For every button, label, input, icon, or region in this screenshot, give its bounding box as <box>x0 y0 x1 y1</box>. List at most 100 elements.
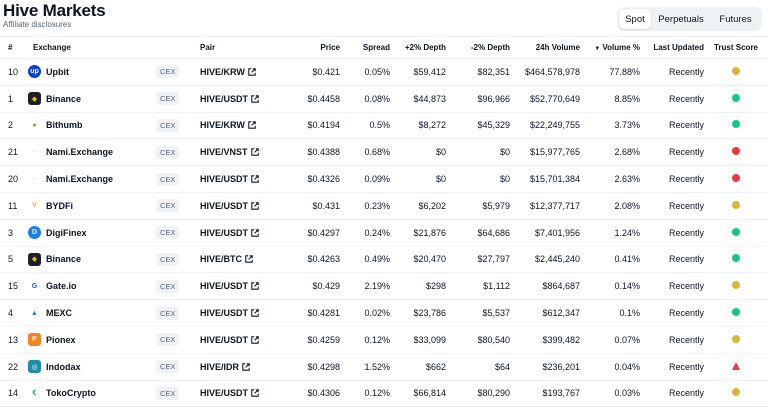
table-row[interactable]: 5 ◆ Binance CEX HIVE/BTC $0.4263 0.49% $20,470 $… <box>0 246 768 274</box>
rank-cell: 2 <box>0 112 28 140</box>
depth-minus-cell: $64 <box>446 353 510 381</box>
tab-futures[interactable]: Futures <box>719 13 752 25</box>
tab-spot[interactable]: Spot <box>619 9 651 29</box>
table-row[interactable]: 22 ◎ Indodax CEX HIVE/IDR $0.4298 1.52% $662 $64… <box>0 353 768 381</box>
exchange-link[interactable]: ◆ Binance <box>28 92 156 106</box>
table-row[interactable]: 20 · Nami.Exchange CEX HIVE/USDT $0.4326 0.09%… <box>0 165 768 193</box>
tab-perpetuals[interactable]: Perpetuals <box>658 13 704 25</box>
exchange-type-badge: CEX <box>156 145 180 159</box>
col-header-last-updated[interactable]: Last Updated <box>640 36 704 59</box>
table-row[interactable]: 13 P Pionex CEX HIVE/USDT $0.4259 0.12% $33,099… <box>0 326 768 354</box>
pair-link[interactable]: HIVE/USDT <box>200 174 259 184</box>
exchange-link[interactable]: ◆ Binance <box>28 252 156 266</box>
spread-cell: 0.5% <box>340 112 390 140</box>
col-header-depth-minus[interactable]: -2% Depth <box>446 36 510 59</box>
page-header: Hive Markets Affiliate disclosures Spot … <box>0 0 768 36</box>
external-link-icon <box>251 202 259 210</box>
pair-link[interactable]: HIVE/USDT <box>200 94 259 104</box>
exchange-link[interactable]: ● Bithumb <box>28 118 156 132</box>
col-header-volume-pct[interactable]: ▼ Volume % <box>580 36 640 59</box>
pair-link[interactable]: HIVE/USDT <box>200 228 259 238</box>
last-updated-cell: Recently <box>640 112 704 140</box>
table-row[interactable]: 21 · Nami.Exchange CEX HIVE/VNST $0.4388 0.68%… <box>0 138 768 167</box>
indodax-logo-icon: ◎ <box>28 360 41 374</box>
col-header-pair[interactable]: Pair <box>200 36 292 59</box>
table-row[interactable]: 4 ▲ MEXC CEX HIVE/USDT $0.4281 0.02% $23,786 $5,… <box>0 299 768 327</box>
col-header-depth-plus[interactable]: +2% Depth <box>390 36 446 59</box>
exchange-link[interactable]: · Nami.Exchange <box>28 145 156 159</box>
volume-24h-cell: $15,701,384 <box>510 165 580 193</box>
pair-link[interactable]: HIVE/IDR <box>200 362 250 372</box>
volume-24h-cell: $22,249,755 <box>510 112 580 140</box>
external-link-icon <box>251 309 259 317</box>
exchange-link[interactable]: € TokoCrypto <box>28 386 156 400</box>
trust-score-dot <box>732 308 740 317</box>
depth-minus-cell: $96,966 <box>446 85 510 113</box>
type-cell: CEX <box>156 192 200 220</box>
exchange-cell: D DigiFinex <box>28 219 156 247</box>
table-row[interactable]: 14 € TokoCrypto CEX HIVE/USDT $0.4306 0.12% $66… <box>0 380 768 407</box>
depth-plus-cell: $21,876 <box>390 219 446 247</box>
depth-minus-cell: $45,329 <box>446 112 510 140</box>
exchange-link[interactable]: D DigiFinex <box>28 226 156 240</box>
exchange-link[interactable]: ▲ MEXC <box>28 306 156 320</box>
pair-link[interactable]: HIVE/VNST <box>200 147 259 157</box>
rank-cell: 20 <box>0 165 28 193</box>
pair-link[interactable]: HIVE/USDT <box>200 201 259 211</box>
table-row[interactable]: 2 ● Bithumb CEX HIVE/KRW $0.4194 0.5% $8,272 $45… <box>0 112 768 140</box>
exchange-link[interactable]: P Pionex <box>28 333 156 347</box>
exchange-name: Pionex <box>46 334 76 345</box>
exchange-link[interactable]: V BYDFi <box>28 199 156 213</box>
type-cell: CEX <box>156 85 200 113</box>
spread-cell: 0.02% <box>340 299 390 327</box>
affiliate-disclosures-link[interactable]: Affiliate disclosures <box>3 20 72 29</box>
col-header-volume-24h[interactable]: 24h Volume <box>510 36 580 59</box>
mexc-logo-icon: ▲ <box>28 306 41 320</box>
pair-cell: HIVE/BTC <box>200 246 292 274</box>
depth-minus-cell: $5,979 <box>446 192 510 220</box>
pair-link[interactable]: HIVE/KRW <box>200 67 256 77</box>
col-header-trust-score[interactable]: Trust Score <box>704 36 768 59</box>
pair-link[interactable]: HIVE/USDT <box>200 388 259 398</box>
spread-cell: 0.23% <box>340 192 390 220</box>
last-updated-cell: Recently <box>640 326 704 354</box>
price-cell: $0.4298 <box>292 353 340 381</box>
exchange-link[interactable]: up Upbit <box>28 65 156 79</box>
exchange-type-badge: CEX <box>156 65 180 79</box>
col-header-spread[interactable]: Spread <box>340 36 390 59</box>
external-link-icon <box>251 94 259 103</box>
volume-pct-cell: 2.63% <box>580 165 640 193</box>
depth-plus-cell: $66,814 <box>390 380 446 407</box>
trust-score-cell <box>704 246 768 274</box>
pair-link[interactable]: HIVE/KRW <box>200 120 256 130</box>
exchange-link[interactable]: ◎ Indodax <box>28 360 156 374</box>
pair-link[interactable]: HIVE/BTC <box>200 254 253 264</box>
trust-score-cell <box>704 112 768 140</box>
table-row[interactable]: 11 V BYDFi CEX HIVE/USDT $0.431 0.23% $6,202 $5,… <box>0 192 768 220</box>
col-header-price[interactable]: Price <box>292 36 340 59</box>
pair-link[interactable]: HIVE/USDT <box>200 308 259 318</box>
pair-cell: HIVE/USDT <box>200 299 292 327</box>
table-row[interactable]: 3 D DigiFinex CEX HIVE/USDT $0.4297 0.24% $21,8… <box>0 219 768 247</box>
exchange-name: DigiFinex <box>46 227 87 238</box>
pair-link[interactable]: HIVE/USDT <box>200 281 259 291</box>
table-row[interactable]: 10 up Upbit CEX HIVE/KRW $0.421 0.05% $59,412 $8… <box>0 58 768 86</box>
volume-pct-cell: 77.88% <box>580 58 640 86</box>
depth-minus-cell: $0 <box>446 138 510 167</box>
exchange-link[interactable]: · Nami.Exchange <box>28 172 156 186</box>
pair-link[interactable]: HIVE/USDT <box>200 335 259 345</box>
pair-label: HIVE/USDT <box>200 200 249 211</box>
table-body: 10 up Upbit CEX HIVE/KRW $0.421 0.05% $59,412 $8… <box>0 58 768 407</box>
sort-desc-icon: ▼ <box>594 46 601 52</box>
exchange-name: BYDFi <box>46 200 73 211</box>
exchange-link[interactable]: G Gate.io <box>28 279 156 293</box>
exchange-type-badge: CEX <box>156 118 180 132</box>
market-type-tabs: Spot Perpetuals Futures <box>617 7 762 31</box>
spread-cell: 0.12% <box>340 326 390 354</box>
table-row[interactable]: 1 ◆ Binance CEX HIVE/USDT $0.4458 0.08% $44,873… <box>0 85 768 113</box>
exchange-name: Binance <box>46 93 82 104</box>
col-header-exchange[interactable]: Exchange <box>28 36 156 59</box>
volume-24h-cell: $12,377,717 <box>510 192 580 220</box>
price-cell: $0.421 <box>292 58 340 86</box>
table-row[interactable]: 15 G Gate.io CEX HIVE/USDT $0.429 2.19% $298 $1,… <box>0 272 768 301</box>
